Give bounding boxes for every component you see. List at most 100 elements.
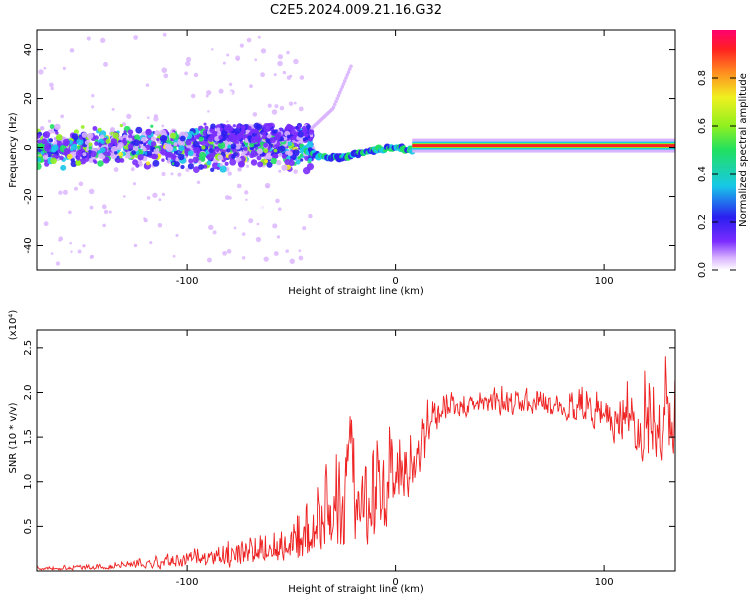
spectral-cell bbox=[170, 132, 177, 139]
spectral-cell bbox=[202, 164, 208, 169]
spectral-cell bbox=[208, 147, 214, 154]
noise-speckle bbox=[195, 40, 199, 45]
noise-speckle bbox=[289, 258, 295, 264]
colorbar-label: Normalized spectral amplitude bbox=[738, 73, 749, 227]
spectral-cell bbox=[226, 148, 231, 153]
spectral-cell bbox=[100, 147, 106, 153]
noise-speckle bbox=[110, 104, 115, 109]
spectral-cell bbox=[123, 130, 127, 134]
colorbar-tick-label: 0.4 bbox=[697, 166, 708, 182]
noise-speckle bbox=[267, 103, 272, 108]
echo-cell bbox=[346, 70, 351, 74]
spectral-cell bbox=[279, 128, 283, 132]
noise-speckle bbox=[68, 214, 73, 219]
snr-x-tick-label: 100 bbox=[595, 577, 614, 588]
noise-speckle bbox=[263, 256, 269, 262]
spectral-cell bbox=[192, 166, 200, 173]
noise-speckle bbox=[132, 182, 137, 186]
snr-y-tick-label: 1.5 bbox=[23, 429, 34, 445]
noise-speckle bbox=[66, 117, 71, 123]
spectral-cell bbox=[215, 127, 221, 132]
spectral-cell bbox=[221, 130, 228, 137]
spectral-cell bbox=[308, 129, 315, 135]
colorbar: 0.0 0.2 0.4 0.6 0.8 Normalized spectral ampl… bbox=[697, 30, 749, 278]
spectral-cell bbox=[105, 138, 111, 144]
spectral-cell bbox=[171, 162, 175, 166]
spectral-cell bbox=[219, 127, 224, 132]
spectrogram-y-label: Frequency (Hz) bbox=[8, 112, 19, 188]
noise-speckle bbox=[226, 120, 229, 123]
spectral-cell bbox=[134, 134, 140, 141]
noise-speckle bbox=[170, 172, 174, 176]
echo-cell bbox=[339, 87, 343, 92]
noise-speckle bbox=[258, 205, 264, 211]
noise-speckle bbox=[241, 232, 246, 236]
noise-speckle bbox=[226, 249, 232, 254]
snr-y-tick-label: 1.0 bbox=[23, 474, 34, 490]
echo-cell bbox=[341, 82, 346, 86]
spectral-cell bbox=[178, 145, 185, 152]
spectral-cell bbox=[235, 133, 243, 141]
spectrogram-x-tick-label: 0 bbox=[392, 276, 398, 287]
noise-speckle bbox=[298, 249, 302, 253]
spectral-cell bbox=[302, 167, 311, 175]
spectral-cell bbox=[50, 157, 57, 165]
spectral-cell bbox=[70, 143, 78, 151]
spectral-cell bbox=[297, 155, 302, 160]
noise-speckle bbox=[286, 50, 290, 55]
spectral-cell bbox=[274, 154, 279, 159]
spectral-cell bbox=[177, 153, 185, 161]
spectral-cell bbox=[253, 122, 260, 129]
noise-speckle bbox=[152, 192, 158, 198]
spectral-cell bbox=[271, 129, 277, 135]
echo-cell bbox=[335, 96, 340, 101]
noise-speckle bbox=[241, 256, 246, 260]
noise-speckle bbox=[226, 53, 230, 57]
spectral-cell bbox=[110, 145, 118, 153]
noise-speckle bbox=[163, 73, 169, 79]
noise-speckle bbox=[286, 75, 292, 80]
spectral-cell bbox=[185, 139, 192, 146]
noise-speckle bbox=[276, 235, 281, 239]
noise-speckle bbox=[256, 222, 260, 226]
noise-speckle bbox=[43, 66, 47, 70]
spectral-cell bbox=[142, 147, 147, 152]
noise-speckle bbox=[260, 72, 266, 78]
noise-speckle bbox=[49, 82, 54, 88]
noise-speckle bbox=[277, 207, 282, 211]
noise-speckle bbox=[69, 48, 75, 53]
spectral-cell bbox=[223, 157, 227, 161]
colorbar-gradient bbox=[712, 30, 736, 270]
spectral-cell bbox=[166, 151, 173, 158]
spectral-cell bbox=[140, 136, 147, 143]
noise-speckle bbox=[302, 226, 307, 231]
spectral-cell bbox=[210, 167, 215, 172]
spectral-cell bbox=[159, 135, 168, 143]
spectral-cell bbox=[201, 145, 206, 150]
noise-speckle bbox=[274, 104, 279, 109]
spectral-cell bbox=[234, 126, 242, 134]
spectral-cell bbox=[49, 124, 55, 129]
spectral-cell bbox=[203, 122, 207, 126]
spectral-cell bbox=[41, 138, 48, 145]
spectral-cell bbox=[37, 162, 42, 170]
echo-cell bbox=[345, 73, 350, 77]
snr-panel: -100 0 100 0.5 1.0 1.5 2.0 2.5 Height of straig… bbox=[8, 310, 676, 595]
spectral-cell bbox=[76, 156, 81, 161]
spectral-cell bbox=[37, 139, 42, 144]
noise-speckle bbox=[153, 116, 159, 122]
noise-speckle bbox=[293, 101, 297, 105]
noise-speckle bbox=[37, 231, 40, 236]
spectral-cell bbox=[116, 159, 120, 163]
noise-speckle bbox=[111, 107, 115, 111]
noise-speckle bbox=[69, 241, 72, 245]
noise-speckle bbox=[103, 209, 109, 215]
spectral-cell bbox=[173, 150, 178, 155]
spectrogram-x-tick-label: 100 bbox=[595, 276, 614, 287]
noise-speckle bbox=[55, 261, 61, 266]
spectral-cell bbox=[98, 153, 104, 159]
spectral-cell bbox=[240, 124, 246, 130]
noise-speckle bbox=[77, 249, 82, 254]
noise-speckle bbox=[228, 195, 232, 200]
